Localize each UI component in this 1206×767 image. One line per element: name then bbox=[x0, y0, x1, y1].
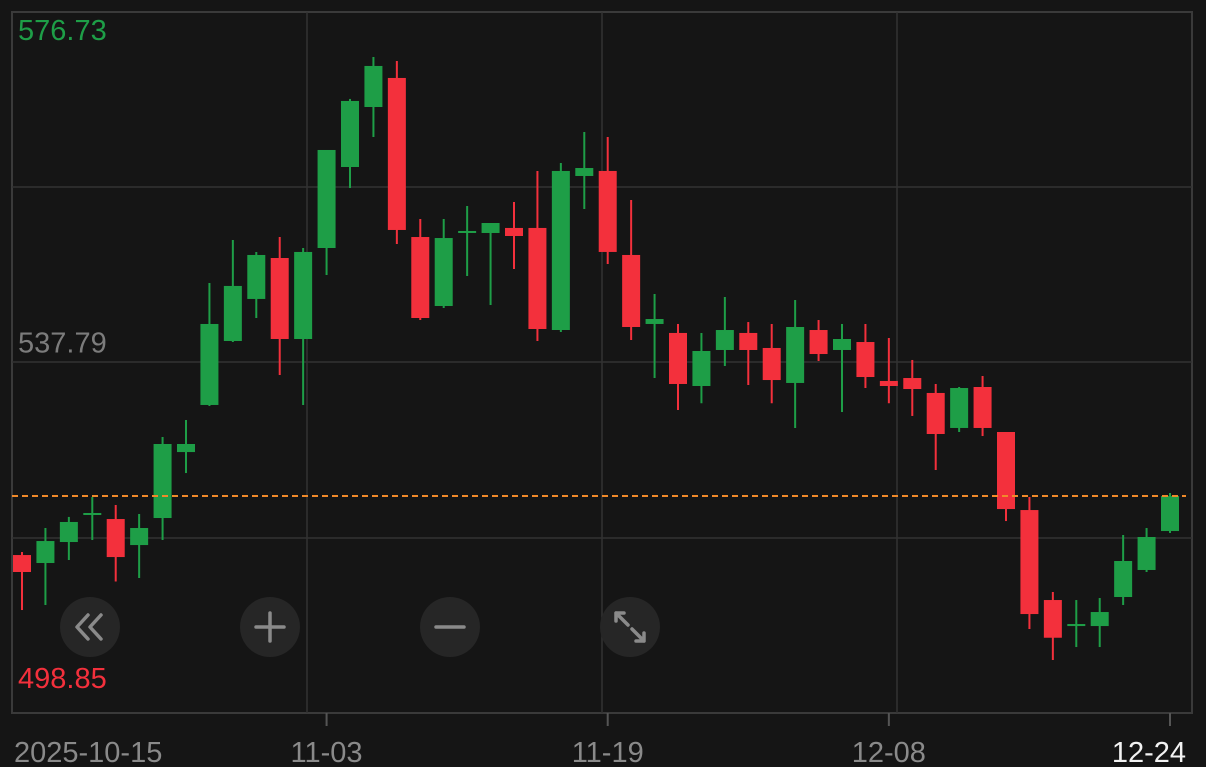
candle-body bbox=[130, 528, 149, 546]
x-tick-label: 2025-10-15 bbox=[14, 737, 162, 767]
candle-body bbox=[1114, 561, 1133, 598]
x-tick-label: 12-24 bbox=[1112, 737, 1186, 767]
candle-body bbox=[903, 378, 922, 390]
candle-body bbox=[1137, 536, 1156, 570]
candle-body bbox=[1067, 624, 1086, 627]
candle-body bbox=[856, 342, 875, 378]
fullscreen-button[interactable] bbox=[600, 597, 660, 657]
candle-body bbox=[59, 521, 78, 543]
candle-body bbox=[200, 323, 219, 405]
candle-body bbox=[598, 170, 617, 252]
candle-body bbox=[833, 338, 851, 350]
candle-body bbox=[1043, 600, 1062, 638]
candle-body bbox=[481, 222, 500, 233]
icon bbox=[614, 611, 646, 643]
candle-body bbox=[973, 387, 992, 428]
button-bg bbox=[600, 597, 660, 657]
candle-body bbox=[528, 227, 547, 330]
candle-body bbox=[786, 326, 805, 383]
candle-body bbox=[926, 392, 945, 435]
y-tick-label: 576.73 bbox=[18, 15, 107, 47]
candles bbox=[12, 56, 1186, 661]
candle-body bbox=[762, 347, 781, 381]
zoom-out-button[interactable] bbox=[420, 597, 480, 657]
candle-body bbox=[434, 238, 453, 307]
candle-body bbox=[270, 257, 289, 339]
candle-body bbox=[387, 77, 406, 230]
candle-body bbox=[669, 332, 687, 384]
candle-body bbox=[364, 65, 383, 107]
candle-body bbox=[575, 168, 594, 176]
candle-body bbox=[247, 254, 266, 299]
candle-body bbox=[622, 254, 641, 327]
icon bbox=[75, 613, 103, 641]
x-tick-label: 11-19 bbox=[572, 737, 644, 767]
icon bbox=[254, 611, 286, 643]
candle-body bbox=[645, 319, 664, 324]
candle-body bbox=[551, 170, 570, 331]
candle-body bbox=[177, 443, 195, 453]
scroll-left-button[interactable] bbox=[60, 597, 120, 657]
candle-body bbox=[739, 332, 758, 350]
x-tick-label: 11-03 bbox=[291, 737, 363, 767]
zoom-in-button[interactable] bbox=[240, 597, 300, 657]
candle-body bbox=[411, 237, 430, 319]
candle-body bbox=[997, 431, 1015, 510]
x-tick-label: 12-08 bbox=[852, 737, 926, 767]
candle-body bbox=[505, 227, 523, 237]
candle-body bbox=[809, 330, 828, 355]
candle-body bbox=[153, 443, 172, 519]
candle-body bbox=[950, 388, 969, 428]
candle-body bbox=[692, 350, 711, 386]
candle-body bbox=[1020, 510, 1039, 615]
candle-body bbox=[715, 330, 734, 350]
y-tick-label: 498.85 bbox=[18, 663, 107, 695]
candle-body bbox=[36, 541, 55, 564]
candle-body bbox=[294, 251, 313, 339]
candle-body bbox=[341, 100, 359, 168]
candle-body bbox=[458, 230, 477, 233]
candle-body bbox=[1161, 496, 1179, 532]
y-tick-label: 537.79 bbox=[18, 328, 107, 360]
candle-body bbox=[106, 519, 125, 558]
candle-body bbox=[13, 555, 31, 572]
candle-body bbox=[317, 149, 336, 249]
candle-body bbox=[1090, 612, 1109, 627]
candle-body bbox=[223, 285, 242, 342]
candle-body bbox=[83, 512, 102, 516]
candle-body bbox=[879, 380, 898, 386]
